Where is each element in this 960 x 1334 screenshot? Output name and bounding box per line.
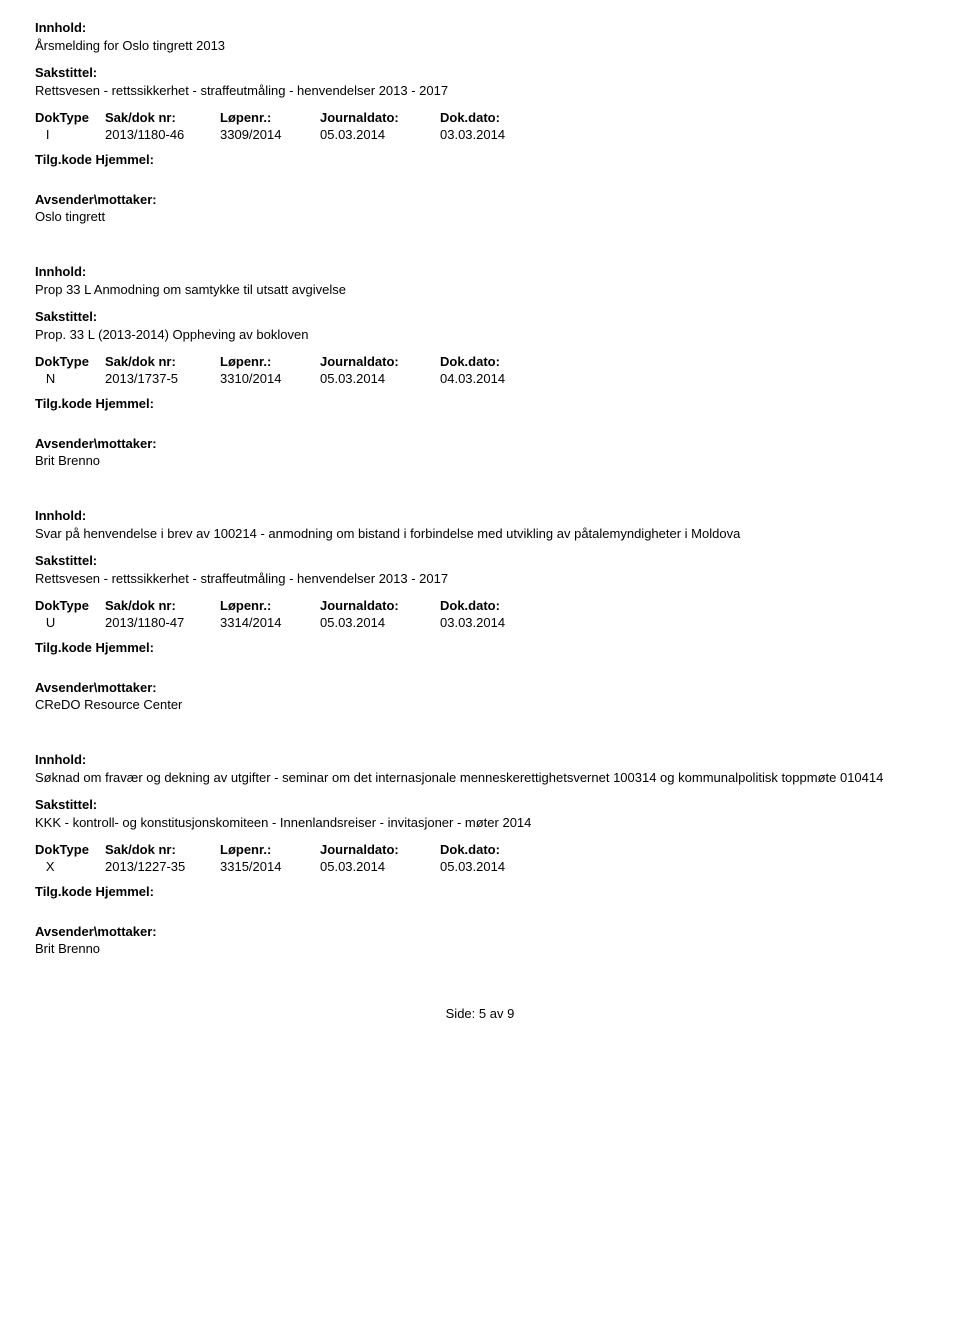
col-doktype-header: DokType: [35, 110, 105, 125]
lopenr-value: 3314/2014: [220, 615, 320, 630]
journaldato-value: 05.03.2014: [320, 371, 440, 386]
avsender-value: Brit Brenno: [35, 453, 925, 468]
avsender-value: CReDO Resource Center: [35, 697, 925, 712]
table-row: U 2013/1180-47 3314/2014 05.03.2014 03.0…: [35, 615, 925, 630]
col-journal-header: Journaldato:: [320, 354, 440, 369]
lopenr-value: 3310/2014: [220, 371, 320, 386]
col-saknr-header: Sak/dok nr:: [105, 842, 220, 857]
table-header: DokType Sak/dok nr: Løpenr.: Journaldato…: [35, 598, 925, 613]
col-dokdato-header: Dok.dato:: [440, 598, 560, 613]
col-saknr-header: Sak/dok nr:: [105, 354, 220, 369]
avsender-label: Avsender\mottaker:: [35, 436, 925, 451]
innhold-value: Prop 33 L Anmodning om samtykke til utsa…: [35, 282, 925, 297]
avsender-value: Oslo tingrett: [35, 209, 925, 224]
sakstittel-value: Rettsvesen - rettssikkerhet - straffeutm…: [35, 83, 925, 98]
dokdato-value: 04.03.2014: [440, 371, 560, 386]
sakstittel-label: Sakstittel:: [35, 797, 925, 812]
col-dokdato-header: Dok.dato:: [440, 354, 560, 369]
journaldato-value: 05.03.2014: [320, 859, 440, 874]
sakstittel-label: Sakstittel:: [35, 309, 925, 324]
sakstittel-label: Sakstittel:: [35, 553, 925, 568]
doktype-value: I: [35, 127, 105, 142]
table-header: DokType Sak/dok nr: Løpenr.: Journaldato…: [35, 110, 925, 125]
col-lopenr-header: Løpenr.:: [220, 110, 320, 125]
page-current: 5: [479, 1006, 486, 1021]
avsender-label: Avsender\mottaker:: [35, 924, 925, 939]
journaldato-value: 05.03.2014: [320, 615, 440, 630]
journal-record: Innhold: Svar på henvendelse i brev av 1…: [35, 508, 925, 712]
tilgkode-hjemmel-label: Tilg.kode Hjemmel:: [35, 884, 925, 899]
table-row: I 2013/1180-46 3309/2014 05.03.2014 03.0…: [35, 127, 925, 142]
tilgkode-hjemmel-label: Tilg.kode Hjemmel:: [35, 396, 925, 411]
doktype-value: U: [35, 615, 105, 630]
table-header: DokType Sak/dok nr: Løpenr.: Journaldato…: [35, 354, 925, 369]
page-total: 9: [507, 1006, 514, 1021]
col-dokdato-header: Dok.dato:: [440, 842, 560, 857]
col-lopenr-header: Løpenr.:: [220, 354, 320, 369]
col-saknr-header: Sak/dok nr:: [105, 598, 220, 613]
innhold-label: Innhold:: [35, 752, 925, 767]
table-header: DokType Sak/dok nr: Løpenr.: Journaldato…: [35, 842, 925, 857]
side-label: Side:: [446, 1006, 476, 1021]
tilgkode-hjemmel-label: Tilg.kode Hjemmel:: [35, 152, 925, 167]
doktype-value: N: [35, 371, 105, 386]
journal-record: Innhold: Prop 33 L Anmodning om samtykke…: [35, 264, 925, 468]
sakstittel-label: Sakstittel:: [35, 65, 925, 80]
saknr-value: 2013/1227-35: [105, 859, 220, 874]
page-footer: Side: 5 av 9: [35, 1006, 925, 1021]
avsender-label: Avsender\mottaker:: [35, 192, 925, 207]
innhold-value: Årsmelding for Oslo tingrett 2013: [35, 38, 925, 53]
doktype-value: X: [35, 859, 105, 874]
saknr-value: 2013/1180-46: [105, 127, 220, 142]
col-dokdato-header: Dok.dato:: [440, 110, 560, 125]
col-saknr-header: Sak/dok nr:: [105, 110, 220, 125]
innhold-value: Svar på henvendelse i brev av 100214 - a…: [35, 526, 925, 541]
col-doktype-header: DokType: [35, 354, 105, 369]
table-row: N 2013/1737-5 3310/2014 05.03.2014 04.03…: [35, 371, 925, 386]
saknr-value: 2013/1737-5: [105, 371, 220, 386]
col-doktype-header: DokType: [35, 598, 105, 613]
col-lopenr-header: Løpenr.:: [220, 598, 320, 613]
journal-record: Innhold: Årsmelding for Oslo tingrett 20…: [35, 20, 925, 224]
table-row: X 2013/1227-35 3315/2014 05.03.2014 05.0…: [35, 859, 925, 874]
journaldato-value: 05.03.2014: [320, 127, 440, 142]
col-lopenr-header: Løpenr.:: [220, 842, 320, 857]
avsender-value: Brit Brenno: [35, 941, 925, 956]
saknr-value: 2013/1180-47: [105, 615, 220, 630]
innhold-label: Innhold:: [35, 508, 925, 523]
sakstittel-value: Rettsvesen - rettssikkerhet - straffeutm…: [35, 571, 925, 586]
innhold-label: Innhold:: [35, 264, 925, 279]
dokdato-value: 05.03.2014: [440, 859, 560, 874]
col-journal-header: Journaldato:: [320, 110, 440, 125]
dokdato-value: 03.03.2014: [440, 615, 560, 630]
sakstittel-value: KKK - kontroll- og konstitusjonskomiteen…: [35, 815, 925, 830]
avsender-label: Avsender\mottaker:: [35, 680, 925, 695]
tilgkode-hjemmel-label: Tilg.kode Hjemmel:: [35, 640, 925, 655]
lopenr-value: 3315/2014: [220, 859, 320, 874]
lopenr-value: 3309/2014: [220, 127, 320, 142]
col-journal-header: Journaldato:: [320, 842, 440, 857]
innhold-value: Søknad om fravær og dekning av utgifter …: [35, 770, 925, 785]
av-label: av: [490, 1006, 504, 1021]
col-journal-header: Journaldato:: [320, 598, 440, 613]
innhold-label: Innhold:: [35, 20, 925, 35]
col-doktype-header: DokType: [35, 842, 105, 857]
journal-record: Innhold: Søknad om fravær og dekning av …: [35, 752, 925, 956]
sakstittel-value: Prop. 33 L (2013-2014) Oppheving av bokl…: [35, 327, 925, 342]
dokdato-value: 03.03.2014: [440, 127, 560, 142]
